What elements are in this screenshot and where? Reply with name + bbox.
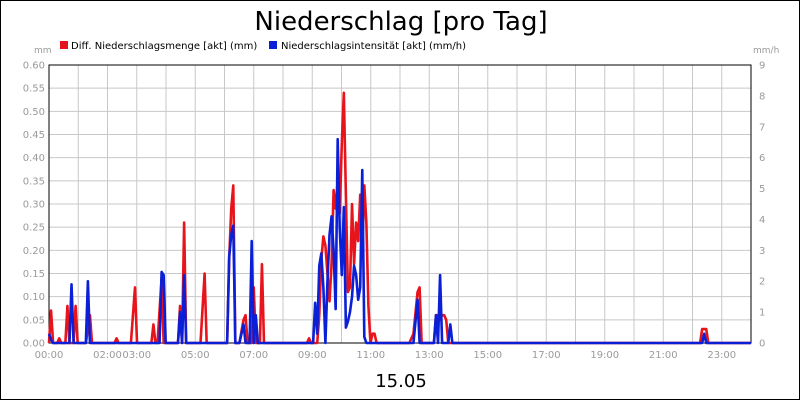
date-label: 15.05 [375,371,427,392]
y-right-tick-label: 7 [759,122,765,133]
x-tick-label: 13:00 [415,350,444,361]
y-left-tick-label: 0.40 [23,153,45,164]
y-right-tick-label: 1 [759,308,765,319]
y-left-tick-label: 0.50 [23,107,45,118]
right-axis-unit: mm/h [753,46,779,56]
x-tick-label: 21:00 [649,350,678,361]
y-right-tick-label: 9 [759,61,765,72]
y-right-tick-label: 0 [759,339,765,350]
left-axis-unit: mm [34,46,52,56]
y-left-tick-label: 0.25 [23,223,45,234]
legend-label-series-2: Niederschlagsintensität [akt] (mm/h) [281,41,466,52]
x-tick-label: 05:00 [181,350,210,361]
series-line-2 [47,137,751,345]
x-tick-label: 07:00 [239,350,268,361]
y-right-tick-label: 2 [759,277,765,288]
y-left-tick-label: 0.55 [23,84,45,95]
x-tick-label: 02:00 [93,350,122,361]
x-tick-label: 03:00 [122,350,151,361]
chart-title: Niederschlag [pro Tag] [254,7,547,37]
y-left-tick-label: 0.45 [23,130,45,141]
x-tick-label: 15:00 [473,350,502,361]
y-right-tick-label: 5 [759,184,765,195]
legend-swatch-series-2 [269,41,277,49]
x-tick-label: 09:00 [298,350,327,361]
legend-swatch-series-1 [60,41,68,49]
y-left-tick-label: 0.30 [23,200,45,211]
y-right-tick-label: 3 [759,246,765,257]
y-left-tick-label: 0.05 [23,315,45,326]
x-tick-label: 11:00 [356,350,385,361]
plot-area: 0.00 0.05 0.10 0.15 0.20 0.25 0.30 0.35 0.40 0.45… [23,61,766,362]
y-left-tick-label: 0.20 [23,246,45,257]
x-tick-label: 19:00 [590,350,619,361]
legend: Diff. Niederschlagsmenge [akt] (mm) Nied… [60,41,466,52]
y-left-tick-label: 0.60 [23,61,45,72]
x-tick-label: 17:00 [532,350,561,361]
x-tick-label: 23:00 [707,350,736,361]
y-left-tick-label: 0.15 [23,269,45,280]
y-left-tick-label: 0.35 [23,176,45,187]
x-tick-label: 00:00 [35,350,64,361]
y-right-tick-label: 6 [759,153,765,164]
y-left-tick-label: 0.10 [23,292,45,303]
legend-label-series-1: Diff. Niederschlagsmenge [akt] (mm) [71,41,257,52]
y-right-tick-label: 8 [759,91,765,102]
y-right-tick-label: 4 [759,215,765,226]
y-left-tick-label: 0.00 [23,339,45,350]
